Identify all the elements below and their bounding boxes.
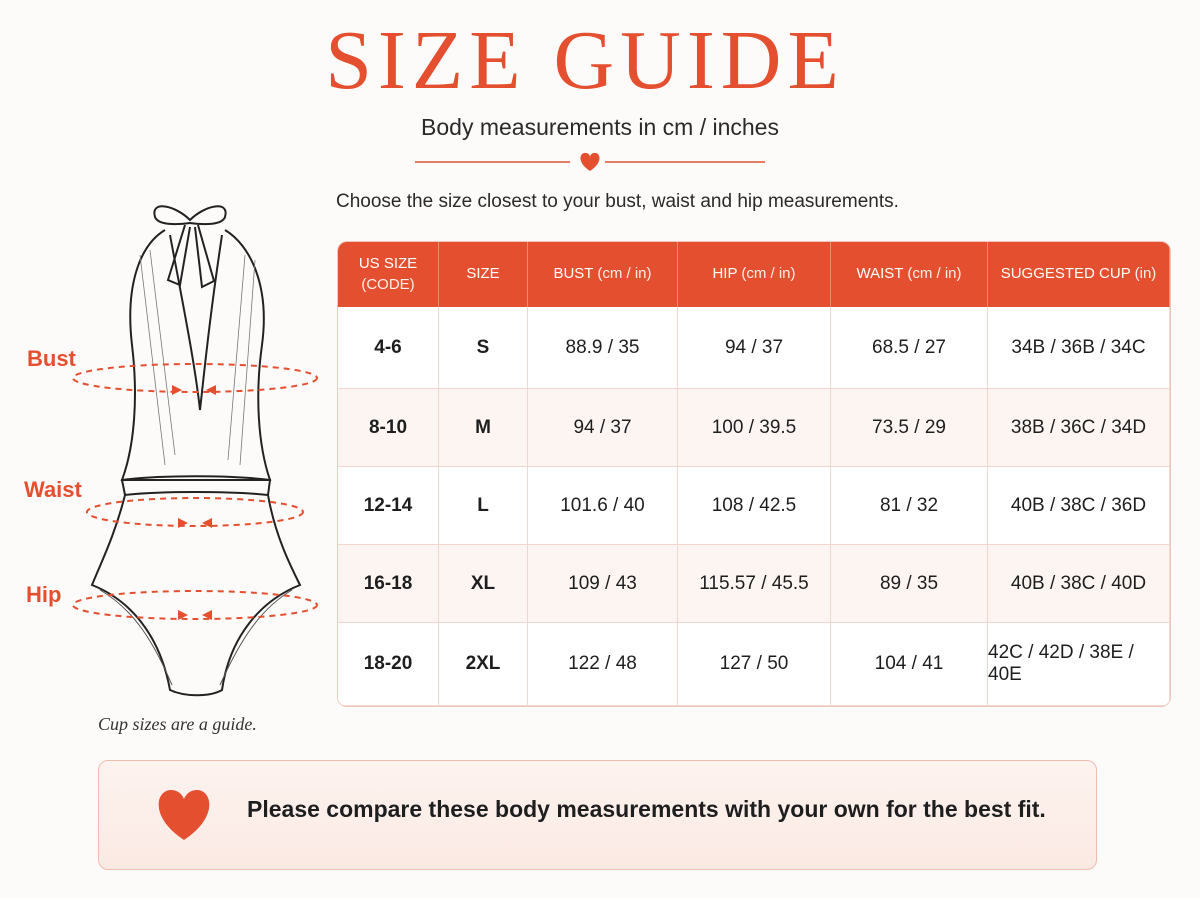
header-unit: (cm / in) <box>907 265 962 283</box>
header-text: US SIZE (CODE) <box>359 254 417 295</box>
header-main: BUST <box>553 265 594 283</box>
table-cell: 89 / 35 <box>831 545 988 623</box>
header-cell: US SIZE (CODE) <box>338 242 439 307</box>
header-cell: WAIST (cm / in) <box>831 242 988 307</box>
header-main: HIP <box>712 265 738 283</box>
header-cell: SUGGESTED CUP (in) <box>988 242 1170 307</box>
table-cell: 100 / 39.5 <box>678 389 831 467</box>
bust-label: Bust <box>27 346 76 371</box>
table-cell: 40B / 38C / 36D <box>988 467 1170 545</box>
table-cell: 122 / 48 <box>528 623 678 706</box>
hip-label: Hip <box>26 582 62 607</box>
table-cell: 88.9 / 35 <box>528 307 678 389</box>
table-cell: 40B / 38C / 40D <box>988 545 1170 623</box>
note: Cup sizes are a guide. <box>98 714 257 734</box>
header-unit: (in) <box>1134 265 1157 283</box>
header-cell: HIP (cm / in) <box>678 242 831 307</box>
footer-box: Please compare these body measurements w… <box>98 760 1097 870</box>
table-cell: 12-14 <box>338 467 439 545</box>
header-text: HIP (cm / in) <box>712 264 795 284</box>
table-cell: XL <box>439 545 528 623</box>
table-cell: 34B / 36B / 34C <box>988 307 1170 389</box>
table-cell: 16-18 <box>338 545 439 623</box>
table-cell: 101.6 / 40 <box>528 467 678 545</box>
divider <box>415 152 765 171</box>
title: SIZE GUIDE <box>325 14 845 107</box>
header-cell: BUST (cm / in) <box>528 242 678 307</box>
table-cell: 73.5 / 29 <box>831 389 988 467</box>
table-cell: L <box>439 467 528 545</box>
table-cell: 2XL <box>439 623 528 706</box>
header-main: SIZE <box>466 265 500 283</box>
table-cell: 109 / 43 <box>528 545 678 623</box>
header-text: BUST (cm / in) <box>553 264 651 284</box>
footer-text: Please compare these body measurements w… <box>247 796 1046 822</box>
header-cell: SIZE <box>439 242 528 307</box>
header-unit: (cm / in) <box>597 265 652 283</box>
header-unit: (CODE) <box>361 275 415 293</box>
table-cell: 127 / 50 <box>678 623 831 706</box>
table-cell: S <box>439 307 528 389</box>
header-text: WAIST (cm / in) <box>856 264 961 284</box>
instruction: Choose the size closest to your bust, wa… <box>336 191 899 212</box>
header-unit: (cm / in) <box>741 265 796 283</box>
table-cell: 38B / 36C / 34D <box>988 389 1170 467</box>
table-cell: 94 / 37 <box>528 389 678 467</box>
header-main: WAIST <box>856 265 904 283</box>
heart-icon <box>158 790 210 840</box>
table-cell: 42C / 42D / 38E / 40E <box>988 623 1170 706</box>
swimsuit-illustration <box>72 205 318 697</box>
header-main: US SIZE <box>358 255 418 273</box>
size-table: US SIZE (CODE) SIZE BUST (cm / in) HIP (cm /… <box>337 241 1171 707</box>
header-text: SIZE <box>466 264 499 284</box>
header-text: SUGGESTED CUP (in) <box>1001 264 1157 284</box>
subtitle: Body measurements in cm / inches <box>421 114 779 140</box>
table-cell: 104 / 41 <box>831 623 988 706</box>
table-cell: 81 / 32 <box>831 467 988 545</box>
table-cell: 18-20 <box>338 623 439 706</box>
waist-label: Waist <box>24 477 82 502</box>
table-cell: 4-6 <box>338 307 439 389</box>
table-cell: 108 / 42.5 <box>678 467 831 545</box>
table-cell: 68.5 / 27 <box>831 307 988 389</box>
table-cell: 115.57 / 45.5 <box>678 545 831 623</box>
table-cell: 8-10 <box>338 389 439 467</box>
header-main: SUGGESTED CUP <box>1000 265 1131 283</box>
table-cell: 94 / 37 <box>678 307 831 389</box>
table-cell: M <box>439 389 528 467</box>
